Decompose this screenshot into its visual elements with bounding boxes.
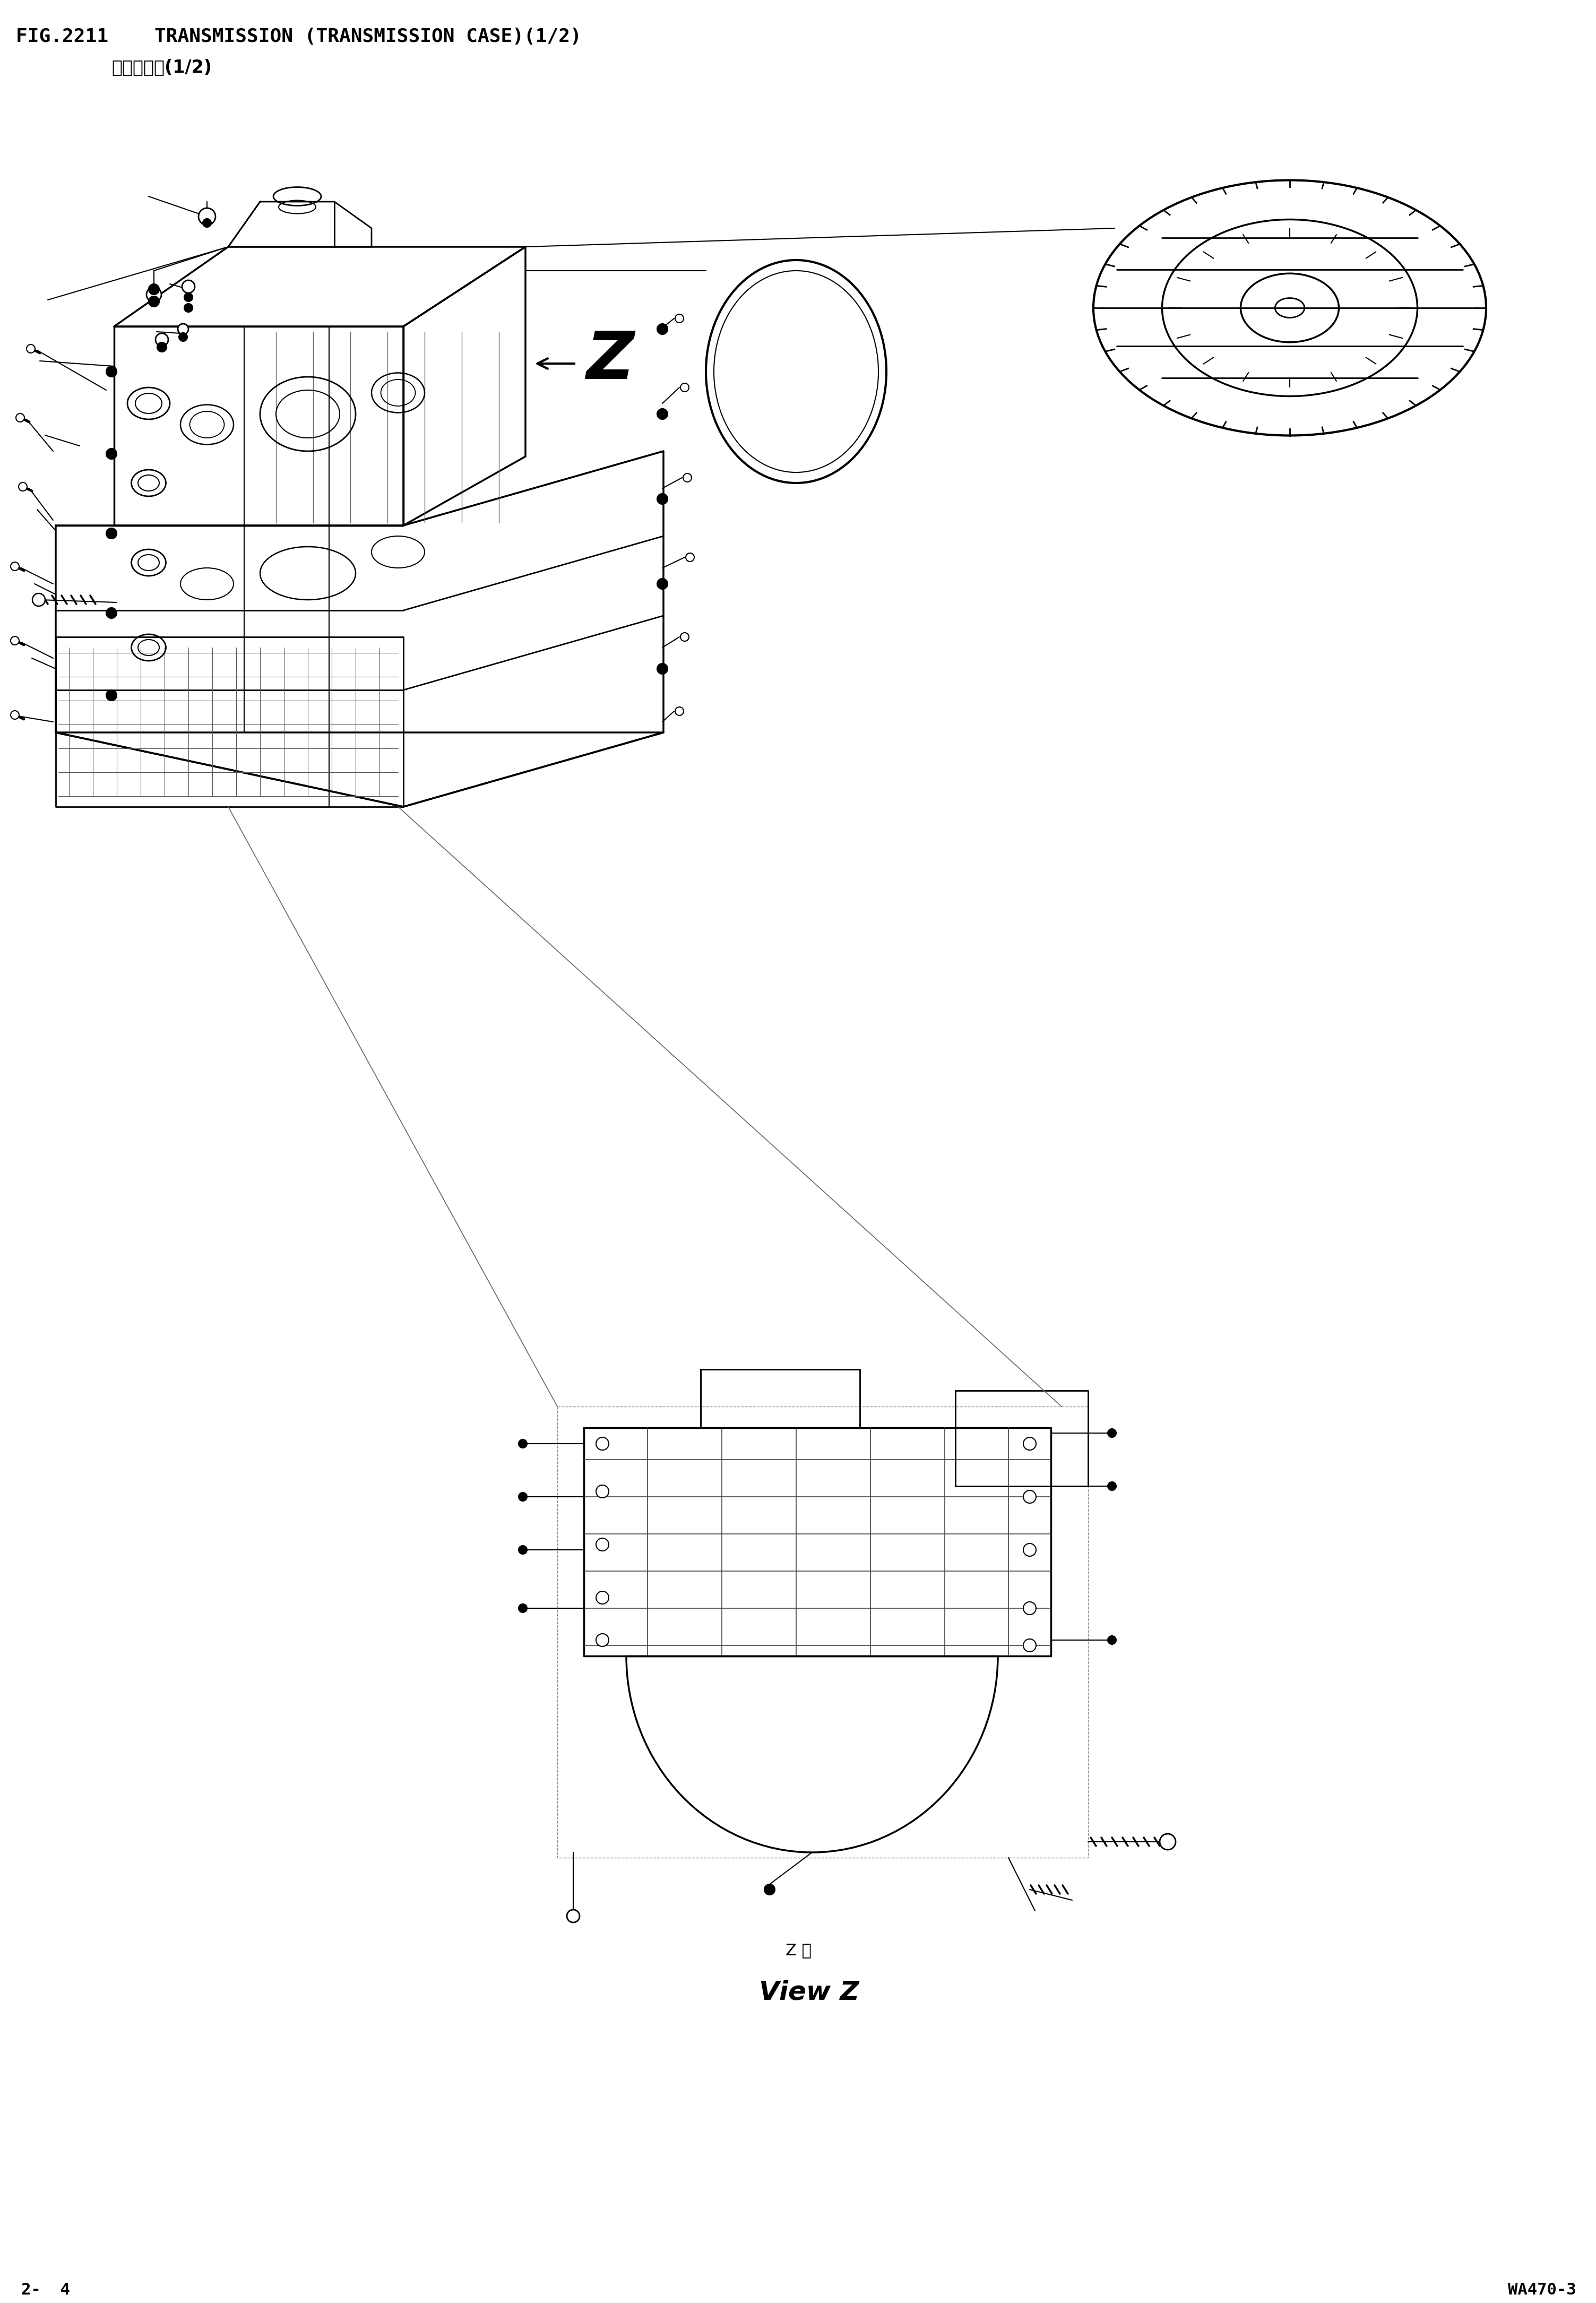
Text: WA470-3: WA470-3	[1508, 2282, 1577, 2298]
Circle shape	[658, 578, 667, 590]
Circle shape	[107, 527, 117, 539]
Circle shape	[11, 636, 19, 645]
Circle shape	[680, 382, 689, 392]
Circle shape	[11, 562, 19, 571]
Circle shape	[177, 325, 188, 334]
Text: Z: Z	[586, 329, 635, 394]
Circle shape	[203, 219, 211, 228]
Circle shape	[658, 408, 667, 419]
Circle shape	[658, 325, 667, 334]
Circle shape	[1108, 1428, 1116, 1437]
Circle shape	[519, 1603, 527, 1612]
Circle shape	[1023, 1437, 1036, 1451]
Circle shape	[764, 1884, 776, 1895]
Circle shape	[155, 334, 168, 345]
Circle shape	[1108, 1635, 1116, 1644]
Circle shape	[16, 415, 24, 421]
Circle shape	[519, 1439, 527, 1449]
Circle shape	[1023, 1640, 1036, 1651]
Circle shape	[595, 1633, 608, 1647]
Circle shape	[147, 288, 161, 302]
Circle shape	[686, 553, 694, 562]
Circle shape	[595, 1485, 608, 1497]
Circle shape	[1023, 1543, 1036, 1557]
Circle shape	[658, 493, 667, 504]
Text: View Z: View Z	[760, 1981, 859, 2006]
Circle shape	[107, 366, 117, 378]
Text: Z 視: Z 視	[785, 1944, 811, 1958]
Circle shape	[658, 663, 667, 675]
Circle shape	[1108, 1481, 1116, 1490]
Circle shape	[595, 1591, 608, 1603]
Circle shape	[11, 712, 19, 719]
Circle shape	[1023, 1490, 1036, 1504]
Circle shape	[32, 594, 45, 606]
Circle shape	[148, 283, 160, 295]
Circle shape	[198, 207, 215, 226]
Circle shape	[156, 343, 166, 352]
Circle shape	[184, 304, 193, 313]
Circle shape	[148, 297, 160, 306]
Circle shape	[519, 1492, 527, 1502]
Circle shape	[683, 474, 691, 481]
Circle shape	[675, 707, 683, 716]
Text: 2-  4: 2- 4	[21, 2282, 70, 2298]
Circle shape	[107, 608, 117, 617]
Circle shape	[27, 345, 35, 352]
Circle shape	[182, 281, 195, 292]
Text: FIG.2211    TRANSMISSION (TRANSMISSION CASE)(1/2): FIG.2211 TRANSMISSION (TRANSMISSION CASE…	[16, 28, 581, 46]
Circle shape	[179, 334, 187, 341]
Circle shape	[595, 1538, 608, 1550]
Circle shape	[1023, 1603, 1036, 1614]
Circle shape	[1160, 1833, 1176, 1849]
Text: 変速笱壳体(1/2): 変速笱壳体(1/2)	[112, 58, 212, 76]
Circle shape	[680, 633, 689, 640]
Circle shape	[567, 1909, 579, 1923]
Circle shape	[184, 292, 193, 302]
Circle shape	[107, 691, 117, 700]
Circle shape	[19, 481, 27, 491]
Circle shape	[675, 313, 683, 322]
Circle shape	[107, 449, 117, 458]
Circle shape	[595, 1437, 608, 1451]
Circle shape	[519, 1545, 527, 1555]
